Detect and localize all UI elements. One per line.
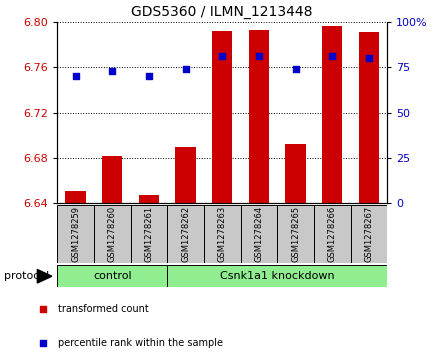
Bar bbox=[314, 205, 351, 263]
Text: GSM1278259: GSM1278259 bbox=[71, 206, 80, 262]
Bar bbox=[167, 265, 387, 287]
Point bbox=[109, 68, 116, 74]
Bar bbox=[66, 191, 86, 203]
Bar bbox=[241, 205, 277, 263]
Point bbox=[292, 66, 299, 72]
Text: protocol: protocol bbox=[4, 271, 50, 281]
Point bbox=[145, 73, 152, 79]
Bar bbox=[57, 265, 167, 287]
Bar bbox=[322, 26, 342, 203]
Text: GSM1278267: GSM1278267 bbox=[364, 206, 374, 262]
Text: GSM1278266: GSM1278266 bbox=[328, 206, 337, 262]
Bar bbox=[204, 205, 241, 263]
Text: GSM1278263: GSM1278263 bbox=[218, 206, 227, 262]
Point bbox=[296, 159, 303, 165]
Bar bbox=[249, 30, 269, 203]
Bar bbox=[94, 205, 131, 263]
Text: transformed count: transformed count bbox=[59, 305, 149, 314]
Text: percentile rank within the sample: percentile rank within the sample bbox=[59, 338, 224, 348]
Text: GSM1278262: GSM1278262 bbox=[181, 206, 190, 262]
Bar bbox=[131, 205, 167, 263]
Title: GDS5360 / ILMN_1213448: GDS5360 / ILMN_1213448 bbox=[132, 5, 313, 19]
Point bbox=[72, 73, 79, 79]
Bar bbox=[351, 205, 387, 263]
Bar bbox=[359, 32, 379, 203]
Point bbox=[255, 53, 262, 59]
Bar bbox=[176, 147, 196, 203]
Point bbox=[219, 53, 226, 59]
Bar bbox=[57, 205, 94, 263]
Bar bbox=[139, 195, 159, 203]
Point bbox=[365, 55, 372, 61]
Text: GSM1278260: GSM1278260 bbox=[108, 206, 117, 262]
Text: GSM1278265: GSM1278265 bbox=[291, 206, 300, 262]
Text: control: control bbox=[93, 271, 132, 281]
Bar bbox=[102, 156, 122, 203]
Point bbox=[182, 66, 189, 72]
Text: Csnk1a1 knockdown: Csnk1a1 knockdown bbox=[220, 271, 334, 281]
Text: GSM1278261: GSM1278261 bbox=[144, 206, 154, 262]
Point bbox=[329, 53, 336, 59]
Text: GSM1278264: GSM1278264 bbox=[254, 206, 264, 262]
Bar bbox=[212, 31, 232, 203]
Bar bbox=[286, 144, 306, 203]
Bar bbox=[167, 205, 204, 263]
Bar bbox=[277, 205, 314, 263]
Polygon shape bbox=[37, 269, 52, 283]
